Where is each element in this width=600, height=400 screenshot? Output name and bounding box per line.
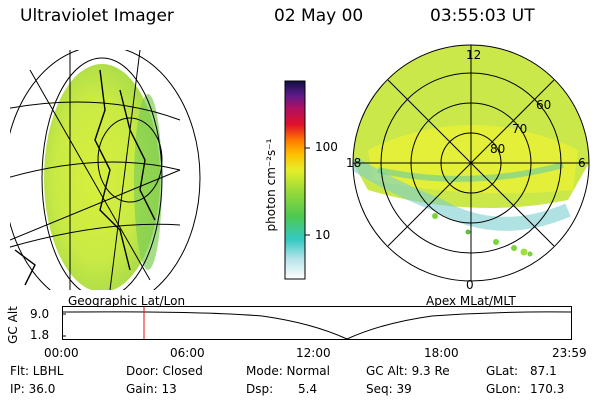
time-label: 03:55:03 UT	[430, 6, 535, 26]
altitude-xtick-1200: 12:00	[296, 346, 331, 360]
altitude-ylabel: GC Alt	[5, 306, 20, 344]
lat-label-70: 70	[512, 122, 528, 136]
instrument-title: Ultraviolet Imager	[20, 6, 174, 26]
mlt-label-12: 12	[466, 48, 482, 62]
info-glon-value: 170.3	[530, 382, 565, 396]
info-door: Door: Closed	[126, 364, 203, 378]
info-ip: IP: 36.0	[10, 382, 56, 396]
info-gc-alt: GC Alt: 9.3 Re	[366, 364, 450, 378]
altitude-plot	[62, 306, 573, 340]
colorbar	[284, 80, 310, 280]
lat-label-80: 80	[490, 142, 506, 156]
altitude-xtick-0600: 06:00	[170, 346, 205, 360]
mlt-label-6: 6	[578, 156, 586, 170]
info-glat-label: GLat:	[486, 364, 519, 378]
info-gain: Gain: 13	[126, 382, 177, 396]
info-flt: Flt: LBHL	[10, 364, 64, 378]
geographic-image	[10, 50, 201, 290]
mlt-label-0: 0	[466, 278, 474, 292]
colorbar-unit-label: photon cm⁻²s⁻¹	[264, 138, 278, 232]
altitude-xtick-2359: 23:59	[552, 346, 587, 360]
mlt-label-18: 18	[346, 156, 362, 170]
geo-panel-label: Geographic Lat/Lon	[68, 294, 186, 308]
date-label: 02 May 00	[274, 6, 364, 26]
info-dsp-label: Dsp:	[246, 382, 274, 396]
colorbar-tick-10: 10	[315, 228, 331, 242]
altitude-xtick-1800: 18:00	[424, 346, 459, 360]
altitude-ytick-1-8: 1.8	[30, 328, 50, 342]
info-dsp-value: 5.4	[298, 382, 318, 396]
info-mode: Mode: Normal	[246, 364, 330, 378]
info-glat-value: 87.1	[530, 364, 557, 378]
info-glon-label: GLon:	[486, 382, 521, 396]
polar-panel-label: Apex MLat/MLT	[426, 294, 516, 308]
polar-image	[352, 44, 590, 282]
altitude-ytick-9: 9.0	[30, 307, 50, 321]
lat-label-60: 60	[536, 98, 552, 112]
colorbar-tick-100: 100	[315, 140, 338, 154]
info-seq: Seq: 39	[366, 382, 412, 396]
altitude-xtick-0000: 00:00	[44, 346, 79, 360]
